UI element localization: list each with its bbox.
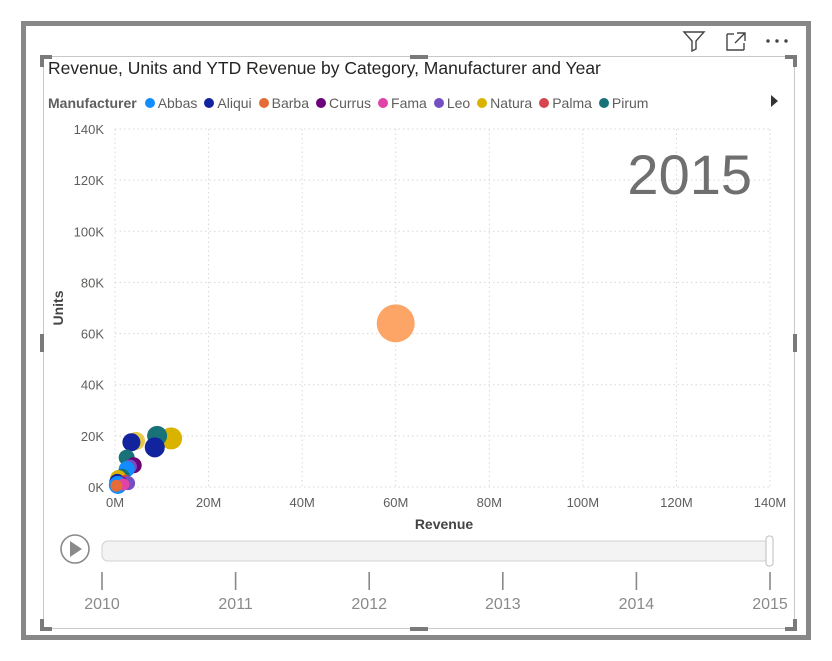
- legend-next-arrow-icon[interactable]: [771, 95, 778, 107]
- resize-handle-bottom-left[interactable]: [40, 627, 52, 631]
- outer-frame: [21, 21, 811, 640]
- legend-label: Currus: [329, 95, 372, 111]
- legend-item-fama[interactable]: Fama: [378, 95, 427, 111]
- legend: Manufacturer Abbas Aliqui Barba Currus Fama L…: [48, 93, 655, 113]
- legend-item-pirum[interactable]: Pirum: [598, 95, 649, 111]
- legend-label: Palma: [552, 95, 592, 111]
- focus-mode-icon[interactable]: [723, 28, 749, 54]
- legend-item-natura[interactable]: Natura: [477, 95, 532, 111]
- legend-item-barba[interactable]: Barba: [258, 95, 309, 111]
- legend-label: Pirum: [611, 95, 649, 111]
- chart-title: Revenue, Units and YTD Revenue by Catego…: [48, 58, 601, 78]
- legend-item-currus[interactable]: Currus: [316, 95, 371, 111]
- more-options-icon[interactable]: [763, 28, 791, 54]
- resize-handle-bottom-left-v[interactable]: [40, 619, 44, 631]
- legend-dot: [204, 98, 215, 108]
- legend-label: Fama: [391, 95, 427, 111]
- legend-dot: [258, 98, 269, 108]
- resize-handle-top-right[interactable]: [785, 55, 797, 59]
- legend-dot: [477, 98, 488, 108]
- legend-label: Leo: [446, 95, 471, 111]
- legend-item-palma[interactable]: Palma: [539, 95, 592, 111]
- legend-title: Manufacturer: [48, 95, 137, 111]
- legend-item-leo[interactable]: Leo: [433, 95, 471, 111]
- resize-handle-bottom[interactable]: [410, 627, 428, 631]
- legend-dot: [433, 98, 444, 108]
- resize-handle-bottom-right[interactable]: [785, 627, 797, 631]
- legend-label: Barba: [271, 95, 309, 111]
- resize-handle-bottom-right-v[interactable]: [793, 619, 797, 631]
- resize-handle-top-left-v[interactable]: [40, 55, 44, 67]
- resize-handle-top[interactable]: [410, 55, 428, 59]
- resize-handle-right[interactable]: [793, 334, 797, 352]
- resize-handle-left[interactable]: [40, 334, 44, 352]
- legend-dot: [539, 98, 550, 108]
- legend-label: Abbas: [157, 95, 198, 111]
- legend-item-aliqui[interactable]: Aliqui: [204, 95, 252, 111]
- legend-item-abbas[interactable]: Abbas: [144, 95, 198, 111]
- legend-dot: [316, 98, 326, 108]
- resize-handle-top-right-v[interactable]: [793, 55, 797, 67]
- legend-dot: [598, 98, 609, 108]
- legend-label: Aliqui: [217, 95, 252, 111]
- resize-handle-top-left[interactable]: [40, 55, 52, 59]
- visual-container[interactable]: [43, 56, 795, 629]
- legend-dot: [378, 98, 389, 108]
- legend-dot: [144, 98, 155, 108]
- filter-icon[interactable]: [681, 28, 707, 54]
- legend-label: Natura: [490, 95, 533, 111]
